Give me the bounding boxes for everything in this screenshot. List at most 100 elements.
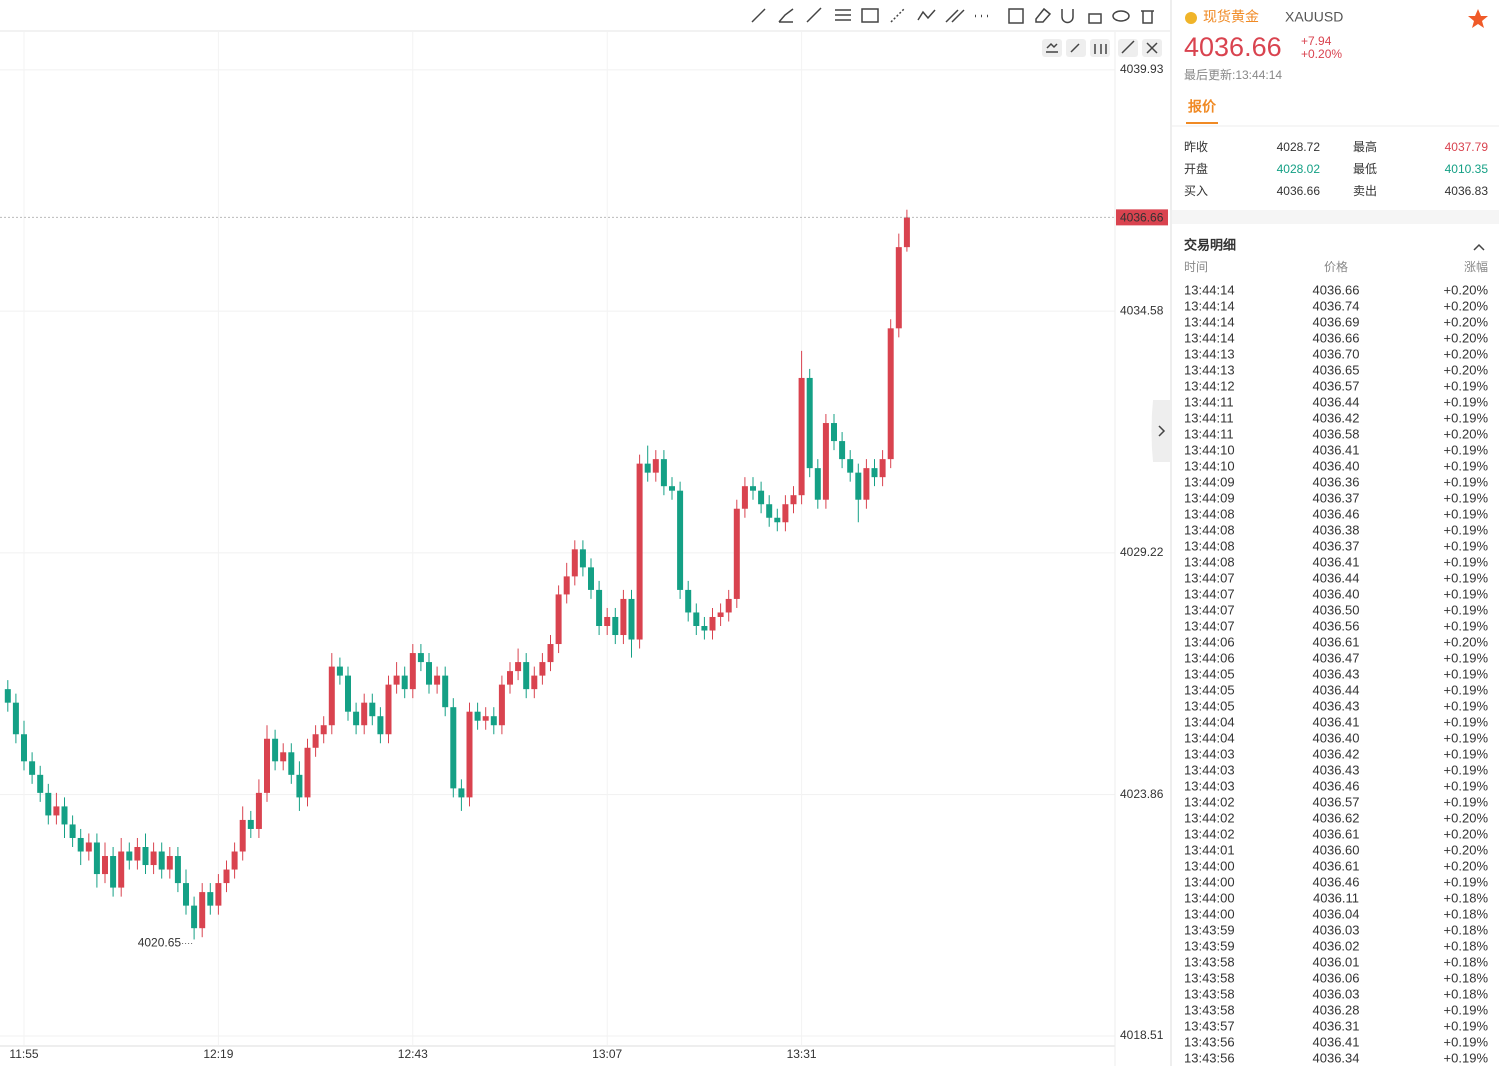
trade-time: 13:44:01 (1184, 842, 1235, 857)
trade-change: +0.19% (1444, 746, 1489, 761)
trade-price: 4036.40 (1313, 586, 1360, 601)
trade-price: 4036.62 (1313, 810, 1360, 825)
trade-price: 4036.47 (1313, 650, 1360, 665)
trade-price: 4036.42 (1313, 410, 1360, 425)
tool-dash[interactable] (890, 7, 906, 23)
candle-body (369, 702, 376, 717)
tool-parallel[interactable] (945, 9, 965, 23)
candle-body (814, 468, 821, 500)
trade-change: +0.19% (1444, 1018, 1489, 1033)
candle-body (409, 653, 416, 690)
favorite-star[interactable] (1468, 9, 1488, 28)
candle-body (677, 490, 684, 590)
candle-body (142, 847, 149, 866)
tool-wave[interactable] (917, 9, 936, 21)
tool-fib[interactable] (835, 9, 851, 21)
tool-lock[interactable] (1088, 13, 1102, 24)
trade-price: 4036.44 (1313, 394, 1360, 409)
trade-change: +0.19% (1444, 394, 1489, 409)
tool-rect[interactable] (861, 8, 879, 23)
x-tick-label: 13:31 (787, 1047, 817, 1061)
candle-body (174, 856, 181, 884)
candle-body (806, 377, 813, 469)
trade-time: 13:43:56 (1184, 1034, 1235, 1049)
chart-controls (1042, 39, 1162, 57)
tool-ray[interactable] (778, 8, 794, 23)
quote-tab[interactable]: 报价 (1188, 99, 1217, 115)
tool-segment[interactable] (806, 7, 822, 23)
collapse-arrow (1158, 425, 1166, 437)
candle-body (539, 662, 546, 676)
candle-body (660, 459, 667, 487)
tool-line[interactable] (751, 8, 766, 23)
candle-body (847, 459, 854, 473)
control-button[interactable] (1042, 39, 1062, 57)
trade-change: +0.20% (1444, 810, 1489, 825)
trade-time: 13:44:12 (1184, 378, 1235, 393)
candle-body (588, 567, 594, 590)
candle-body (855, 472, 862, 500)
candle-body (110, 856, 117, 888)
trade-price: 4036.41 (1313, 714, 1360, 729)
trade-price: 4036.66 (1313, 282, 1360, 297)
trade-time: 13:44:10 (1184, 442, 1235, 457)
tool-eraser[interactable] (1035, 7, 1052, 23)
trade-price: 4036.41 (1313, 1034, 1360, 1049)
control-button[interactable] (1090, 39, 1110, 57)
last-price-tag (1116, 209, 1168, 226)
candle-body (547, 644, 554, 663)
trades-column: 涨幅 (1464, 259, 1488, 274)
trade-time: 13:44:04 (1184, 714, 1235, 729)
trade-time: 13:44:08 (1184, 538, 1235, 553)
quote-label: 卖出 (1353, 184, 1377, 198)
candle-body (345, 675, 351, 712)
candle-body (434, 675, 441, 685)
collapse-trades[interactable] (1473, 243, 1485, 251)
candle-body (652, 459, 659, 473)
trade-time: 13:44:00 (1184, 874, 1235, 889)
candle-body (385, 684, 392, 735)
candle-body (555, 594, 562, 645)
candle-body (871, 468, 878, 478)
tool-eye[interactable] (1112, 10, 1130, 22)
trade-price: 4036.37 (1313, 538, 1360, 553)
trade-time: 13:43:58 (1184, 954, 1235, 969)
candle-body (191, 905, 198, 929)
trade-change: +0.19% (1444, 762, 1489, 777)
candle-body (264, 738, 270, 793)
candle-body (336, 666, 343, 676)
tool-note[interactable] (1008, 8, 1024, 24)
trade-time: 13:44:11 (1184, 410, 1234, 425)
trade-change: +0.19% (1444, 538, 1489, 553)
trade-price: 4036.61 (1313, 858, 1360, 873)
candle-body (247, 819, 254, 829)
collapse-handle[interactable] (1151, 400, 1171, 462)
trade-time: 13:43:58 (1184, 1002, 1235, 1017)
last-price-label: 4036.66 (1120, 211, 1164, 225)
trade-time: 13:44:00 (1184, 858, 1235, 873)
y-tick-label: 4023.86 (1120, 787, 1164, 801)
candle-body (361, 702, 368, 726)
trade-time: 13:44:05 (1184, 666, 1235, 681)
trade-change: +0.18% (1444, 906, 1489, 921)
trade-price: 4036.36 (1313, 474, 1360, 489)
tool-magnet[interactable] (1061, 9, 1074, 24)
trades-list: 13:44:14 4036.66 +0.20% 13:44:14 4036.74 +0.2… (1184, 282, 1488, 1065)
trade-change: +0.19% (1444, 1050, 1489, 1065)
trade-price: 4036.66 (1313, 330, 1360, 345)
candle-body (166, 856, 173, 870)
trade-change: +0.19% (1444, 554, 1489, 569)
instrument-name: 现货黄金 (1203, 9, 1259, 25)
trade-price: 4036.60 (1313, 842, 1360, 857)
trade-time: 13:44:02 (1184, 810, 1235, 825)
candle-body (507, 671, 513, 685)
trade-change: +0.19% (1444, 506, 1489, 521)
tool-delete[interactable] (1141, 10, 1154, 24)
trade-time: 13:44:08 (1184, 554, 1235, 569)
trade-change: +0.19% (1444, 458, 1489, 473)
candle-body (490, 716, 497, 726)
candle-body (239, 819, 246, 852)
trade-change: +0.20% (1444, 826, 1489, 841)
candle-body (12, 702, 19, 735)
candle-body (596, 589, 603, 626)
